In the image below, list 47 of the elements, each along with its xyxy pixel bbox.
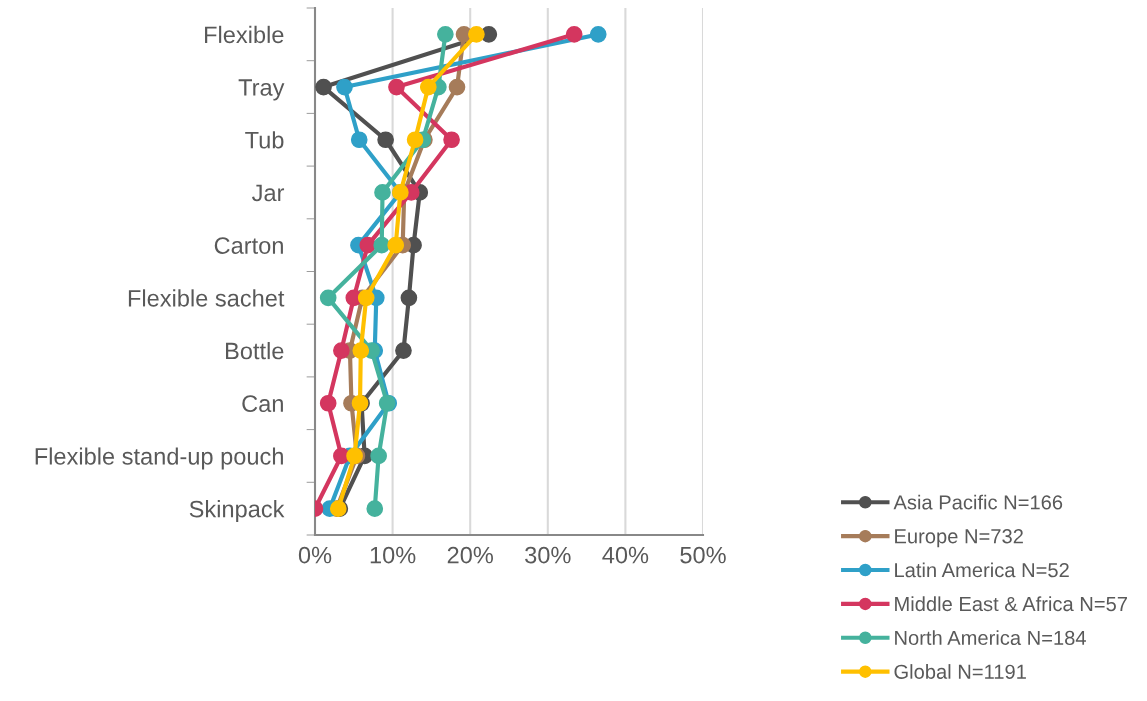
x-tick-label: 30% <box>525 546 571 564</box>
y-tick-label: Jar <box>252 184 285 202</box>
point <box>419 78 437 96</box>
point <box>395 342 412 359</box>
point <box>319 289 337 307</box>
legend-label: Europe N=732 <box>895 529 1023 548</box>
point <box>336 78 353 96</box>
y-tick-label: Flexible sachet <box>128 289 285 307</box>
y-tick-label: Tub <box>245 131 284 149</box>
point <box>443 131 460 149</box>
point <box>388 78 405 96</box>
y-tick-label: Tray <box>238 79 285 101</box>
point <box>565 26 583 43</box>
legend-label: Global N=1191 <box>894 664 1026 679</box>
x-tick-label: 10% <box>370 546 416 564</box>
point <box>315 78 332 96</box>
x-tick-label: 0% <box>298 546 332 564</box>
legend-label: Middle East & Africa N=57 <box>895 596 1127 612</box>
point <box>370 447 387 465</box>
point <box>448 78 466 96</box>
point <box>374 184 391 201</box>
legend-label: Asia Pacific N=166 <box>893 494 1063 510</box>
point <box>387 236 405 254</box>
point <box>377 131 394 149</box>
x-tick-label: 50% <box>680 546 726 564</box>
point <box>350 131 368 149</box>
point <box>400 289 418 307</box>
point <box>437 26 454 43</box>
point <box>366 500 384 517</box>
point <box>589 26 607 43</box>
x-tick-label: 20% <box>447 546 493 564</box>
x-tick-label: 40% <box>602 546 649 564</box>
y-tick-label: Skinpack <box>189 500 285 523</box>
point <box>352 342 370 359</box>
point <box>333 342 350 359</box>
legend-label: North America N=184 <box>895 630 1086 646</box>
point <box>319 394 337 412</box>
point <box>406 131 424 149</box>
y-tick-label: Can <box>242 395 283 413</box>
point <box>373 236 391 254</box>
point <box>357 289 375 307</box>
y-tick-label: Flexible stand-up pouch <box>35 447 283 470</box>
y-tick-label: Carton <box>214 237 283 254</box>
point <box>468 26 485 43</box>
y-tick-label: Flexible <box>205 25 284 44</box>
y-tick-label: Bottle <box>226 341 284 360</box>
legend-label: Latin America N=52 <box>895 562 1069 578</box>
